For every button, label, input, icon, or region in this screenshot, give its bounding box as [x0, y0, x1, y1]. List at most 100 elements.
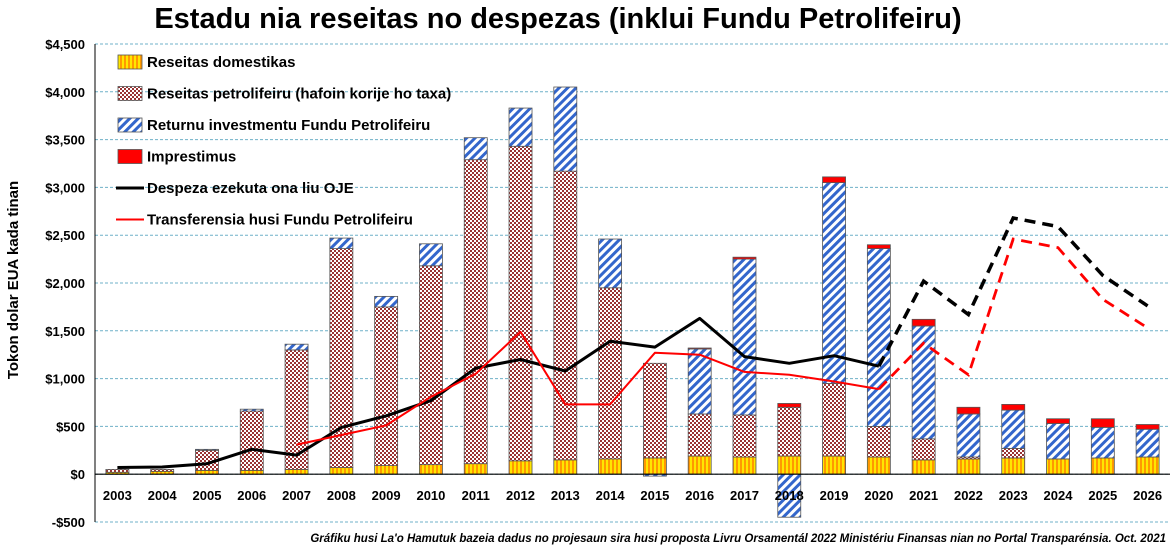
- x-tick-label: 2024: [1044, 488, 1074, 503]
- bar-segment: [329, 467, 354, 475]
- bar-segment: [239, 410, 264, 471]
- x-tick-label: 2007: [282, 488, 311, 503]
- y-tick-label: $2,000: [45, 276, 85, 291]
- line-series: [117, 216, 1149, 469]
- source-note: Gráfiku husi La'o Hamutuk bazeia dadus n…: [310, 533, 1166, 545]
- bar-segment: [866, 244, 891, 249]
- bar-segment: [553, 459, 578, 475]
- legend-label: Reseitas domestikas: [147, 54, 295, 71]
- bar-segment: [956, 458, 981, 475]
- bar-segment: [956, 406, 981, 415]
- bar-segment: [374, 306, 399, 466]
- x-tick-label: 2016: [685, 488, 714, 503]
- bar-segment: [732, 258, 757, 416]
- bar-segment: [1090, 457, 1115, 475]
- bar-segment: [732, 414, 757, 458]
- legend-label: Reseitas petrolifeiru (hafoin korije ho …: [147, 86, 451, 103]
- x-tick-label: 2003: [103, 488, 132, 503]
- series-line: [117, 316, 880, 469]
- bar-segment: [1090, 418, 1115, 428]
- bar-segment: [642, 362, 667, 459]
- legend-swatch: [117, 149, 143, 164]
- x-axis-ticks: 2003 2004 2005 2006 2007 2008 2009 2010 2011 2012…: [103, 488, 1162, 503]
- bar-segment: [866, 425, 891, 458]
- bar-segment: [553, 86, 578, 172]
- bar-segment: [598, 287, 623, 460]
- legend-swatch: [117, 86, 143, 101]
- bar-segment: [598, 238, 623, 289]
- bar-segment: [508, 107, 533, 147]
- series-line: [296, 330, 880, 446]
- x-tick-label: 2023: [999, 488, 1028, 503]
- x-tick-label: 2009: [372, 488, 401, 503]
- bar-segment: [687, 413, 712, 457]
- bar-segment: [822, 176, 846, 184]
- bar-segment: [329, 237, 354, 249]
- bar-segment: [822, 182, 846, 384]
- bar-segment: [508, 460, 533, 475]
- y-tick-label: $4,000: [45, 85, 85, 100]
- y-tick-label: $2,500: [45, 228, 85, 243]
- chart-title: Estadu nia reseitas no despezas (inklui …: [154, 3, 961, 35]
- bar-segment: [777, 403, 802, 408]
- x-tick-label: 2004: [148, 488, 178, 503]
- bar-segment: [822, 382, 846, 457]
- legend: Reseitas domestikas Reseitas petrolifeiru…: [116, 54, 451, 229]
- y-tick-label: $3,000: [45, 180, 85, 195]
- bar-segment: [1001, 447, 1026, 459]
- bar-segment: [866, 248, 891, 427]
- bar-segment: [732, 456, 757, 475]
- y-tick-label: -$500: [52, 515, 85, 530]
- series-line-projection: [877, 216, 1149, 368]
- x-tick-label: 2020: [864, 488, 893, 503]
- x-tick-label: 2019: [820, 488, 849, 503]
- bar-segment: [822, 455, 846, 475]
- bar-segment: [1001, 409, 1026, 449]
- bar-segment: [777, 455, 802, 475]
- bar-segment: [284, 343, 309, 351]
- y-tick-label: $3,500: [45, 133, 85, 148]
- x-tick-label: 2011: [462, 488, 490, 503]
- bar-segment: [1135, 424, 1160, 430]
- bar-segment: [374, 295, 399, 308]
- y-tick-label: $500: [56, 419, 85, 434]
- y-axis-label: Tokon dolar EUA kada tinan: [5, 181, 22, 379]
- x-tick-label: 2021: [909, 488, 938, 503]
- bar-segment: [284, 469, 309, 475]
- bars: [105, 86, 1160, 518]
- x-tick-label: 2013: [551, 488, 580, 503]
- bar-segment: [1046, 423, 1070, 460]
- x-tick-label: 2014: [596, 488, 626, 503]
- legend-swatch: [117, 54, 143, 70]
- x-tick-label: 2017: [730, 488, 759, 503]
- x-tick-label: 2022: [954, 488, 983, 503]
- bar-segment: [598, 458, 623, 475]
- x-tick-label: 2025: [1088, 488, 1117, 503]
- x-tick-label: 2026: [1133, 488, 1162, 503]
- bar-segment: [463, 463, 488, 475]
- y-tick-label: $0: [71, 467, 85, 482]
- bar-segment: [553, 170, 578, 461]
- bar-segment: [1135, 428, 1160, 458]
- y-tick-label: $1,500: [45, 324, 85, 339]
- x-tick-label: 2005: [193, 488, 222, 503]
- bar-segment: [911, 318, 936, 327]
- y-axis-ticks: -$500 $0 $500 $1,000 $1,500 $2,000 $2,500 $3,00…: [45, 37, 96, 530]
- x-tick-label: 2018: [775, 488, 804, 503]
- bar-segment: [463, 137, 488, 161]
- legend-swatch: [117, 117, 143, 133]
- y-tick-label: $4,500: [45, 37, 85, 52]
- bar-segment: [239, 408, 264, 412]
- bar-segment: [777, 406, 802, 457]
- x-tick-label: 2010: [416, 488, 445, 503]
- bar-segment: [419, 464, 443, 475]
- series-line-projection: [877, 237, 1149, 391]
- x-tick-label: 2015: [640, 488, 669, 503]
- bar-segment: [642, 457, 667, 475]
- bar-segment: [508, 145, 533, 462]
- bar-segment: [150, 469, 175, 472]
- x-tick-label: 2006: [237, 488, 266, 503]
- legend-label: Transferensia husi Fundu Petrolifeiru: [147, 212, 413, 229]
- bar-segment: [911, 438, 936, 461]
